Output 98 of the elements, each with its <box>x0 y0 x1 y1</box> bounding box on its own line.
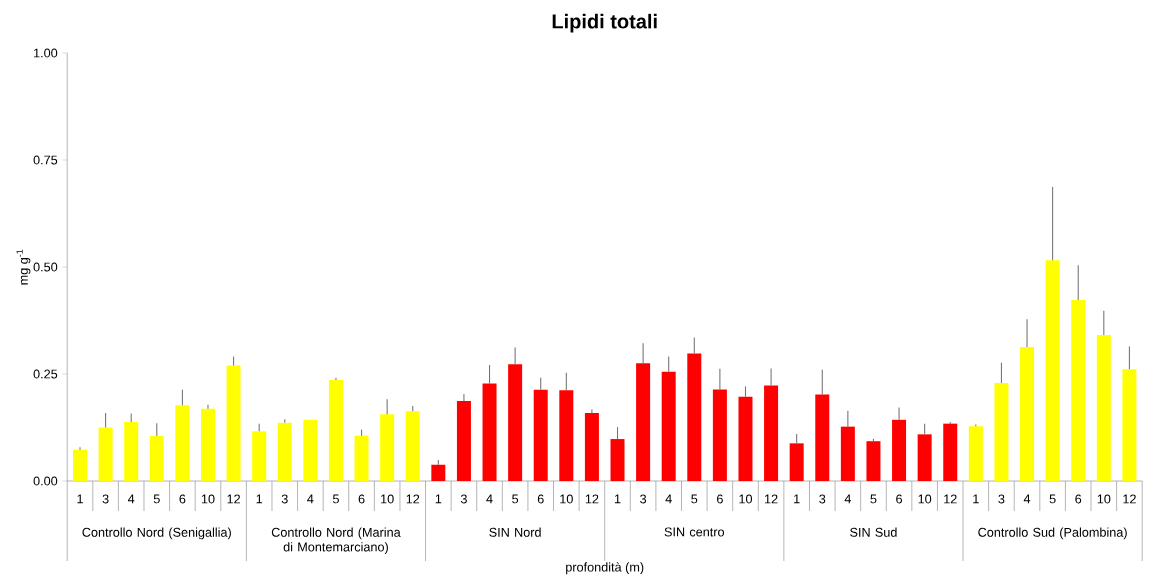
x-tick-label: 3 <box>460 494 467 504</box>
y-tick-label: 0.75 <box>33 155 58 165</box>
bar <box>226 365 241 481</box>
x-tick-label: 4 <box>844 494 852 504</box>
x-tick-label: 6 <box>896 494 903 504</box>
y-tick-label: 0.50 <box>33 262 58 272</box>
bar <box>610 439 625 481</box>
x-tick-label: 12 <box>585 494 599 504</box>
x-tick-label: 3 <box>102 494 109 504</box>
text: Controllo Sud (Palombina) <box>978 527 1127 540</box>
x-tick-label: 10 <box>918 494 932 504</box>
x-tick-label: 4 <box>1023 494 1031 504</box>
bar <box>661 371 676 481</box>
text: SIN Sud <box>850 527 897 537</box>
bar <box>200 408 215 481</box>
bar <box>840 426 855 481</box>
bar <box>892 419 907 481</box>
x-tick-label: 10 <box>201 494 215 504</box>
x-tick-label: 1 <box>973 494 979 504</box>
bar <box>73 449 88 481</box>
bar <box>559 390 574 481</box>
text: Controllo Nord (Marina di Montemarciano) <box>271 527 401 554</box>
x-tick-label: 1 <box>256 494 263 504</box>
bar <box>1122 369 1137 481</box>
bar <box>968 426 983 481</box>
bar <box>636 363 651 481</box>
x-tick-label: 10 <box>739 494 753 504</box>
bar <box>994 382 1009 481</box>
x-tick-label: 10 <box>1097 494 1111 504</box>
bar <box>533 389 548 481</box>
bar <box>380 414 395 481</box>
bar <box>687 353 702 481</box>
chart-title: Lipidi totali <box>552 13 657 33</box>
y-tick-label: 0.00 <box>33 476 58 486</box>
bar <box>866 441 881 481</box>
bar <box>584 412 599 481</box>
bar <box>252 431 267 481</box>
x-tick-label: 6 <box>537 494 544 504</box>
y-tick-label: 1.00 <box>34 48 58 58</box>
y-tick-label: 0.25 <box>33 369 58 379</box>
bar <box>508 364 523 481</box>
y-axis-title: mg g$^{-1}$ <box>16 249 31 285</box>
bar <box>943 423 958 481</box>
bar <box>354 435 369 481</box>
x-tick-label: 12 <box>406 494 420 504</box>
bar <box>1045 260 1060 481</box>
bar <box>738 396 753 481</box>
x-tick-label: 6 <box>358 494 365 504</box>
x-tick-label: 10 <box>381 494 394 504</box>
bar <box>149 436 164 481</box>
x-tick-label: 1 <box>435 494 442 504</box>
bar <box>764 385 779 481</box>
bar <box>1020 347 1035 481</box>
bar <box>303 419 318 481</box>
x-tick-label: 6 <box>717 494 723 504</box>
x-tick-label: 3 <box>819 494 826 504</box>
x-tick-label: 4 <box>486 494 493 504</box>
x-tick-label: 10 <box>560 494 573 504</box>
text: SIN centro <box>664 527 725 537</box>
x-tick-label: 1 <box>77 494 83 504</box>
x-tick-label: 12 <box>1123 494 1136 504</box>
bar <box>1096 335 1111 481</box>
bar <box>124 421 139 481</box>
bar <box>917 434 932 481</box>
x-axis-title: profondità (m) <box>566 562 644 575</box>
x-tick-label: 6 <box>1075 494 1082 504</box>
text: SIN Nord <box>489 527 541 537</box>
x-tick-label: 12 <box>227 494 240 504</box>
bar <box>456 400 471 481</box>
bar <box>482 383 497 481</box>
bar <box>815 394 830 481</box>
x-tick-label: 6 <box>179 494 186 504</box>
x-tick-label: 4 <box>307 494 314 504</box>
x-tick-label: 3 <box>640 494 647 504</box>
x-tick-label: 3 <box>998 494 1005 504</box>
bar <box>175 405 190 481</box>
bar <box>277 422 292 481</box>
x-tick-label: 3 <box>281 494 288 504</box>
x-tick-label: 5 <box>870 494 877 504</box>
bar <box>328 379 343 481</box>
x-tick-label: 5 <box>512 494 519 504</box>
x-tick-label: 5 <box>1049 494 1056 504</box>
x-tick-label: 5 <box>691 494 698 504</box>
bar <box>405 411 420 481</box>
bar <box>712 389 727 481</box>
x-tick-label: 12 <box>944 494 957 504</box>
bar <box>98 427 113 481</box>
bar <box>1071 299 1086 481</box>
bar <box>431 464 446 481</box>
x-tick-label: 4 <box>127 494 135 504</box>
x-tick-label: 4 <box>665 494 672 504</box>
bar <box>789 443 804 481</box>
x-tick-label: 5 <box>153 494 160 504</box>
x-tick-label: 5 <box>332 494 339 504</box>
text: Controllo Nord (Senigallia) <box>82 527 231 540</box>
x-tick-label: 1 <box>794 494 800 504</box>
x-tick-label: 1 <box>614 494 621 504</box>
x-tick-label: 12 <box>765 494 778 504</box>
